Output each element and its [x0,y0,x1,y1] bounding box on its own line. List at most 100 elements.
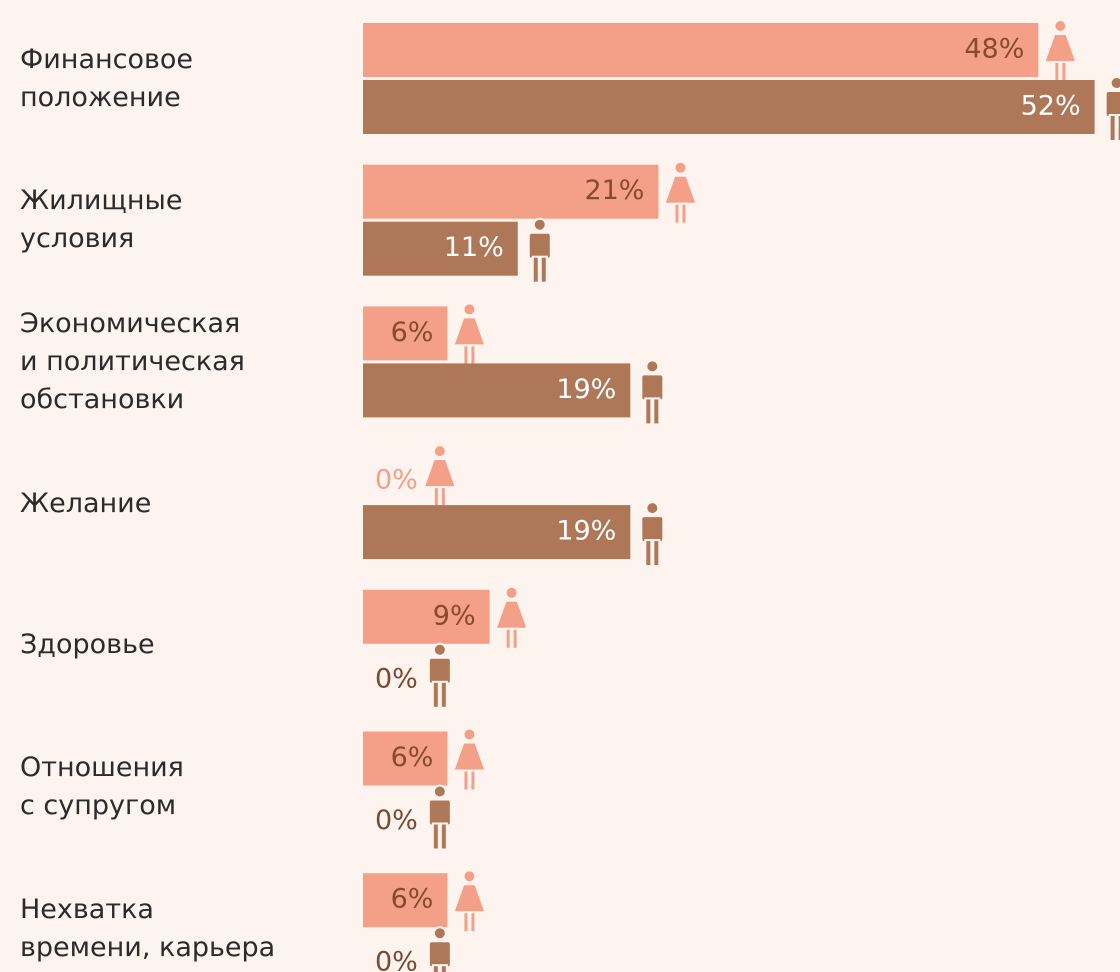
icon-leg [644,539,653,568]
icon-head [645,501,660,516]
bar [363,505,631,560]
man-icon [1104,76,1120,142]
icon-head [432,444,447,459]
icon-leg [462,344,470,367]
icon-head [645,359,660,374]
icon-leg [432,486,440,509]
category-label: Финансовое положение [20,43,194,113]
icon-leg [1116,114,1120,142]
value-label: 9% [433,600,476,631]
icon-leg [469,769,477,792]
woman-icon [452,869,487,934]
bar [363,589,490,644]
icon-leg [652,539,661,568]
icon-leg [1108,114,1117,142]
icon-head [1053,19,1068,33]
icon-body [422,458,458,489]
icon-body [1104,90,1120,118]
bar [363,873,448,928]
icon-leg [439,680,448,709]
value-label: 0% [375,663,418,694]
value-label: 19% [556,374,616,405]
icon-leg [439,822,448,851]
icon-leg [1053,61,1061,83]
category-label: Здоровье [20,629,155,661]
icon-head [462,869,477,884]
icon-head [1109,76,1120,90]
icon-body [527,231,552,260]
bar [363,306,448,361]
bar [363,221,518,276]
icon-leg [462,911,470,934]
icon-head [462,302,477,317]
icon-leg [462,769,470,792]
category-label: Отношения с супругом [20,752,184,821]
icon-leg [652,397,661,426]
icon-leg [504,627,512,650]
icon-head [432,784,447,799]
bar [363,80,1095,134]
icon-body [640,515,665,544]
icon-leg [680,202,688,225]
icon-leg [673,202,681,225]
value-label: 6% [391,317,434,348]
icon-leg [439,486,447,509]
woman-icon [452,727,487,792]
bar [363,363,631,418]
value-label: 6% [391,742,434,773]
icon-body [1042,33,1078,63]
icon-body [427,656,452,685]
icon-body [427,798,452,827]
icon-leg [431,822,440,851]
icon-leg [439,964,448,972]
category-label: Нехватка времени, карьера [20,893,276,963]
value-label: 48% [964,34,1024,65]
icon-body [640,373,665,402]
icon-body [452,741,487,772]
woman-icon [452,302,487,367]
man-icon [427,642,452,709]
icon-body [427,940,452,969]
man-icon [640,501,665,568]
icon-head [432,642,447,657]
icon-head [462,727,477,742]
value-label: 21% [584,175,644,206]
icon-leg [469,911,477,934]
value-label: 6% [391,884,434,915]
value-label: 52% [1021,91,1081,122]
icon-body [663,174,698,205]
value-label: 0% [375,465,418,496]
man-icon [527,217,552,284]
man-icon [427,784,452,851]
woman-icon [663,160,698,225]
woman-icon [494,585,530,650]
bar [363,731,448,786]
icon-head [532,217,547,232]
icon-leg [511,627,519,650]
icon-body [452,883,487,914]
value-label: 19% [556,516,616,547]
category-label: Желание [20,487,152,519]
icon-body [452,316,487,347]
man-icon [640,359,665,426]
icon-leg [539,255,548,284]
woman-icon [1042,19,1078,83]
man-icon [427,926,452,972]
value-label: 11% [444,232,504,263]
woman-icon [422,444,458,509]
bar [363,23,1039,77]
icon-head [673,160,688,175]
category-label: Экономическая и политическая обстановки [20,307,245,415]
icon-leg [469,344,477,367]
icon-leg [644,397,653,426]
icon-body [494,599,530,630]
icon-leg [431,964,440,972]
icon-leg [431,680,440,709]
bar [363,164,659,219]
value-label: 0% [375,805,418,836]
category-label: Жилищные условия [20,185,183,255]
icon-head [432,926,447,941]
value-label: 0% [375,947,418,972]
